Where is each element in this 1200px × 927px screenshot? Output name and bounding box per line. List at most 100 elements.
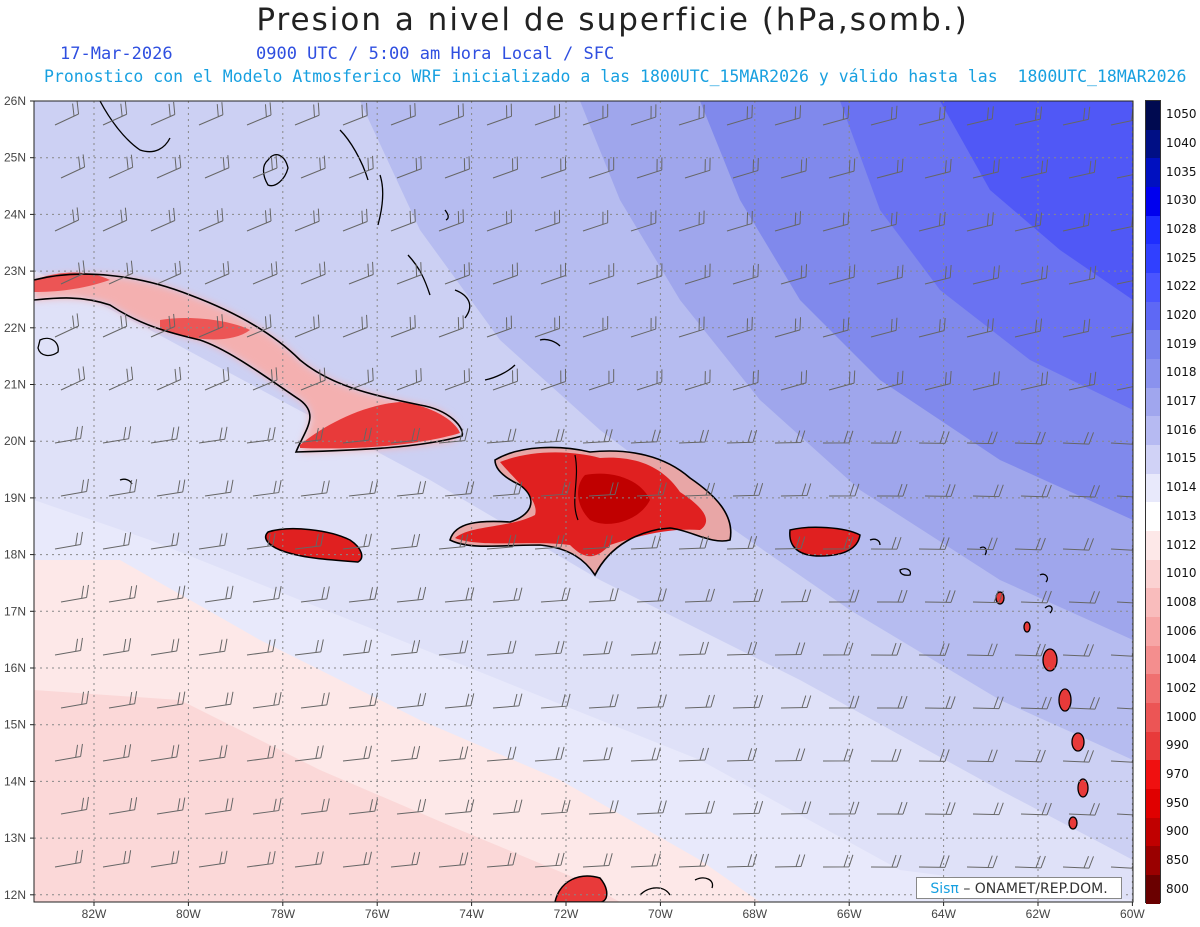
south-america-coast xyxy=(554,875,714,902)
wind-barb xyxy=(102,638,132,656)
wind-barb xyxy=(1116,372,1133,391)
wind-barb xyxy=(1062,318,1091,338)
date-label: 17-Mar-2026 xyxy=(60,44,173,64)
wind-barb xyxy=(678,853,709,868)
wind-barb xyxy=(156,260,182,285)
colorbar-label: 1018 xyxy=(1166,365,1197,380)
wind-barb xyxy=(774,854,806,868)
wind-barb xyxy=(540,368,567,391)
wind-barb xyxy=(204,261,230,285)
wind-barb xyxy=(54,207,80,232)
wind-barb xyxy=(732,483,764,497)
colorbar-label: 1012 xyxy=(1166,537,1197,552)
wind-barb xyxy=(204,585,234,603)
map-frame xyxy=(33,100,1134,903)
wind-barb xyxy=(1062,855,1094,869)
wind-barb xyxy=(294,745,324,762)
lat-label: 12N xyxy=(4,888,26,902)
colorbar-segment xyxy=(1146,273,1160,302)
wind-barb xyxy=(108,154,134,179)
wind-barb xyxy=(828,370,856,391)
colorbar-segment xyxy=(1146,129,1160,159)
lat-label: 18N xyxy=(4,548,26,562)
colorbar-label: 1050 xyxy=(1166,107,1197,122)
wind-barb xyxy=(966,318,994,338)
wind-barb xyxy=(876,589,908,603)
wind-barb xyxy=(156,479,186,497)
wind-barb xyxy=(1014,106,1043,126)
colorbar-segment xyxy=(1146,760,1160,790)
wind-barb xyxy=(726,854,758,868)
colorbar-segment xyxy=(1146,875,1160,904)
wind-barb xyxy=(246,314,272,338)
colorbar-label: 900 xyxy=(1166,824,1189,839)
wind-barb xyxy=(348,586,378,603)
lon-label: 76W xyxy=(365,907,390,921)
wind-barb xyxy=(54,101,80,126)
wind-barb xyxy=(246,745,276,762)
wind-barb xyxy=(924,158,952,179)
lesser-antilles xyxy=(995,591,1089,830)
wind-barb xyxy=(342,102,368,126)
wind-barb xyxy=(636,800,667,815)
colorbar-segment xyxy=(1146,559,1160,589)
wind-barb xyxy=(348,798,378,815)
wind-barb xyxy=(774,211,802,232)
wind-barb xyxy=(252,480,282,497)
colorbar-label: 1030 xyxy=(1166,193,1197,208)
wind-barb xyxy=(1116,160,1133,179)
wind-barb xyxy=(438,640,469,656)
wind-barb xyxy=(60,690,89,709)
wind-barb xyxy=(438,209,464,232)
wind-barb xyxy=(636,263,663,285)
wind-barb xyxy=(444,587,475,603)
lon-label: 70W xyxy=(648,907,673,921)
wind-barb xyxy=(684,588,715,603)
wind-barb xyxy=(1020,265,1049,285)
wind-barb xyxy=(444,368,470,391)
wind-barb xyxy=(678,747,709,762)
wind-barb xyxy=(678,316,705,338)
credit-box: Sisπ – ONAMET/REP.DOM. xyxy=(916,877,1122,899)
wind-barb xyxy=(342,851,372,868)
wind-barb xyxy=(444,693,475,709)
colorbar-segment xyxy=(1146,502,1160,532)
wind-barb xyxy=(150,850,180,868)
wind-barb xyxy=(966,537,998,551)
wind-barb xyxy=(534,746,565,762)
colorbar-label: 1010 xyxy=(1166,566,1197,581)
lon-label: 74W xyxy=(459,907,484,921)
lat-label: 14N xyxy=(4,774,26,788)
wind-barb xyxy=(198,208,224,232)
wind-barb xyxy=(294,102,320,126)
lat-label: 19N xyxy=(4,491,26,505)
wind-barb xyxy=(150,426,180,444)
wind-barb xyxy=(636,588,667,603)
wind-barb xyxy=(678,210,705,232)
wind-barb xyxy=(204,479,234,497)
lon-label: 62W xyxy=(1026,907,1051,921)
wind-barb xyxy=(150,101,176,126)
colorbar-segment xyxy=(1146,817,1160,847)
lat-lon-grid xyxy=(34,101,1133,902)
wind-barb xyxy=(396,586,427,603)
colorbar-label: 800 xyxy=(1166,881,1189,896)
wind-barb xyxy=(870,211,898,232)
wind-barb xyxy=(630,747,661,762)
wind-barb xyxy=(60,154,86,179)
wind-barb xyxy=(684,800,715,815)
wind-barb xyxy=(1116,697,1133,710)
wind-barb xyxy=(156,691,186,709)
wind-barb xyxy=(438,746,469,762)
wind-barb xyxy=(534,428,565,444)
wind-barb xyxy=(108,691,138,709)
wind-barb xyxy=(966,855,998,869)
wind-barb xyxy=(726,210,753,232)
wind-barb xyxy=(252,586,282,603)
wind-barb xyxy=(828,264,856,285)
wind-barb xyxy=(918,317,946,338)
colorbar-segment xyxy=(1146,731,1160,761)
wind-barb xyxy=(876,483,908,497)
wind-barb xyxy=(486,103,512,126)
wind-barb xyxy=(966,212,994,232)
